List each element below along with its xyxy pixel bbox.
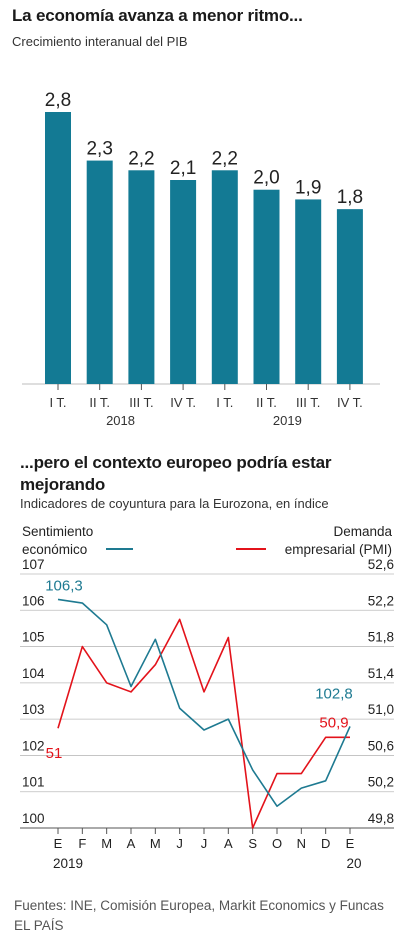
bar-0 [45,112,71,384]
x-tick-label: J [201,836,208,851]
bar-chart-subtitle: Crecimiento interanual del PIB [12,34,188,49]
x-tick-label: F [78,836,86,851]
line-chart-subtitle: Indicadores de coyuntura para la Eurozon… [20,496,329,511]
bar-value-label: 2,3 [86,139,112,160]
left-axis-tick: 107 [22,557,45,572]
bar-3 [170,180,197,384]
year-group-label: 2018 [106,413,135,428]
series-line-pmi [57,618,350,829]
x-tick-label: I T. [49,395,66,410]
bar-value-label: 1,8 [337,187,363,208]
publisher-line: EL PAÍS [14,918,64,933]
x-tick-label: O [272,836,282,851]
left-axis-tick: 105 [22,630,45,645]
left-axis-tick: 101 [22,775,45,790]
x-tick-label: D [321,836,330,851]
eurozone-line-chart: Sentimiento económico Demanda empresarial (… [20,524,395,871]
bar-value-label: 2,0 [253,168,279,189]
right-axis-tick: 50,2 [368,775,394,790]
x-tick-label: S [248,836,257,851]
series-line-sentiment [57,598,351,808]
bar-1 [86,160,113,384]
right-axis-tick: 50,6 [368,738,394,753]
x-tick-label: E [54,836,63,851]
bar-chart-title: La economía avanza a menor ritmo... [12,6,303,25]
x-tick-label: III T. [296,395,320,410]
left-axis-tick: 100 [22,811,45,826]
x-tick-label: II T. [256,395,277,410]
x-tick-label: A [224,836,233,851]
bar-value-label: 2,2 [212,148,238,169]
x-tick-label: N [297,836,306,851]
line-chart-title: ...pero el contexto europeo podría estar… [20,453,332,494]
right-axis-tick: 52,2 [368,593,394,608]
left-axis-tick: 104 [22,666,45,681]
x-tick-label: M [150,836,161,851]
legend-right-line2: empresarial (PMI) [285,542,392,557]
x-tick-label: I T. [216,395,233,410]
year-group-label: 2019 [273,413,302,428]
x-tick-label: A [127,836,136,851]
x-tick-label: III T. [129,395,153,410]
x-tick-label: II T. [89,395,110,410]
bar-5 [253,189,280,384]
bar-value-label: 2,8 [45,90,71,111]
legend-left-line2: económico [22,542,87,557]
x-tick-label: IV T. [170,395,196,410]
x-year-label: 20 [346,856,361,871]
bar-7 [336,209,363,384]
right-axis-tick: 51,4 [368,666,395,681]
bar-6 [295,199,322,384]
bar-value-label: 2,2 [128,148,154,169]
x-tick-label: J [176,836,183,851]
x-tick-label: M [101,836,112,851]
right-axis-tick: 49,8 [368,811,394,826]
x-tick-label: E [346,836,355,851]
right-axis-tick: 51,0 [368,702,394,717]
right-axis-tick: 51,8 [368,630,394,645]
legend-left-line1: Sentimiento [22,524,93,539]
x-year-label: 2019 [53,856,83,871]
x-tick-label: IV T. [337,395,363,410]
bar-value-label: 2,1 [170,158,196,179]
left-axis-tick: 102 [22,738,45,753]
bar-value-label: 1,9 [295,177,321,198]
bar-4 [211,170,238,384]
source-note: Fuentes: INE, Comisión Europea, Markit E… [14,896,406,936]
legend-right-line1: Demanda [333,524,392,539]
annotation-teal-first: 106,3 [45,577,83,594]
annotation-red-first: 51 [46,745,63,762]
gdp-bar-chart: 2,8 I T. 2,3 II T. 2,2 III T. 2,1 IV T. 2,2 I T. 2… [22,90,380,428]
annotation-teal-last: 102,8 [315,685,353,702]
annotation-red-last: 50,9 [319,714,348,731]
source-line: Fuentes: INE, Comisión Europea, Markit E… [14,898,384,913]
left-axis-tick: 103 [22,702,45,717]
bar-2 [128,170,155,384]
left-axis-tick: 106 [22,593,45,608]
right-axis-tick: 52,6 [368,557,394,572]
